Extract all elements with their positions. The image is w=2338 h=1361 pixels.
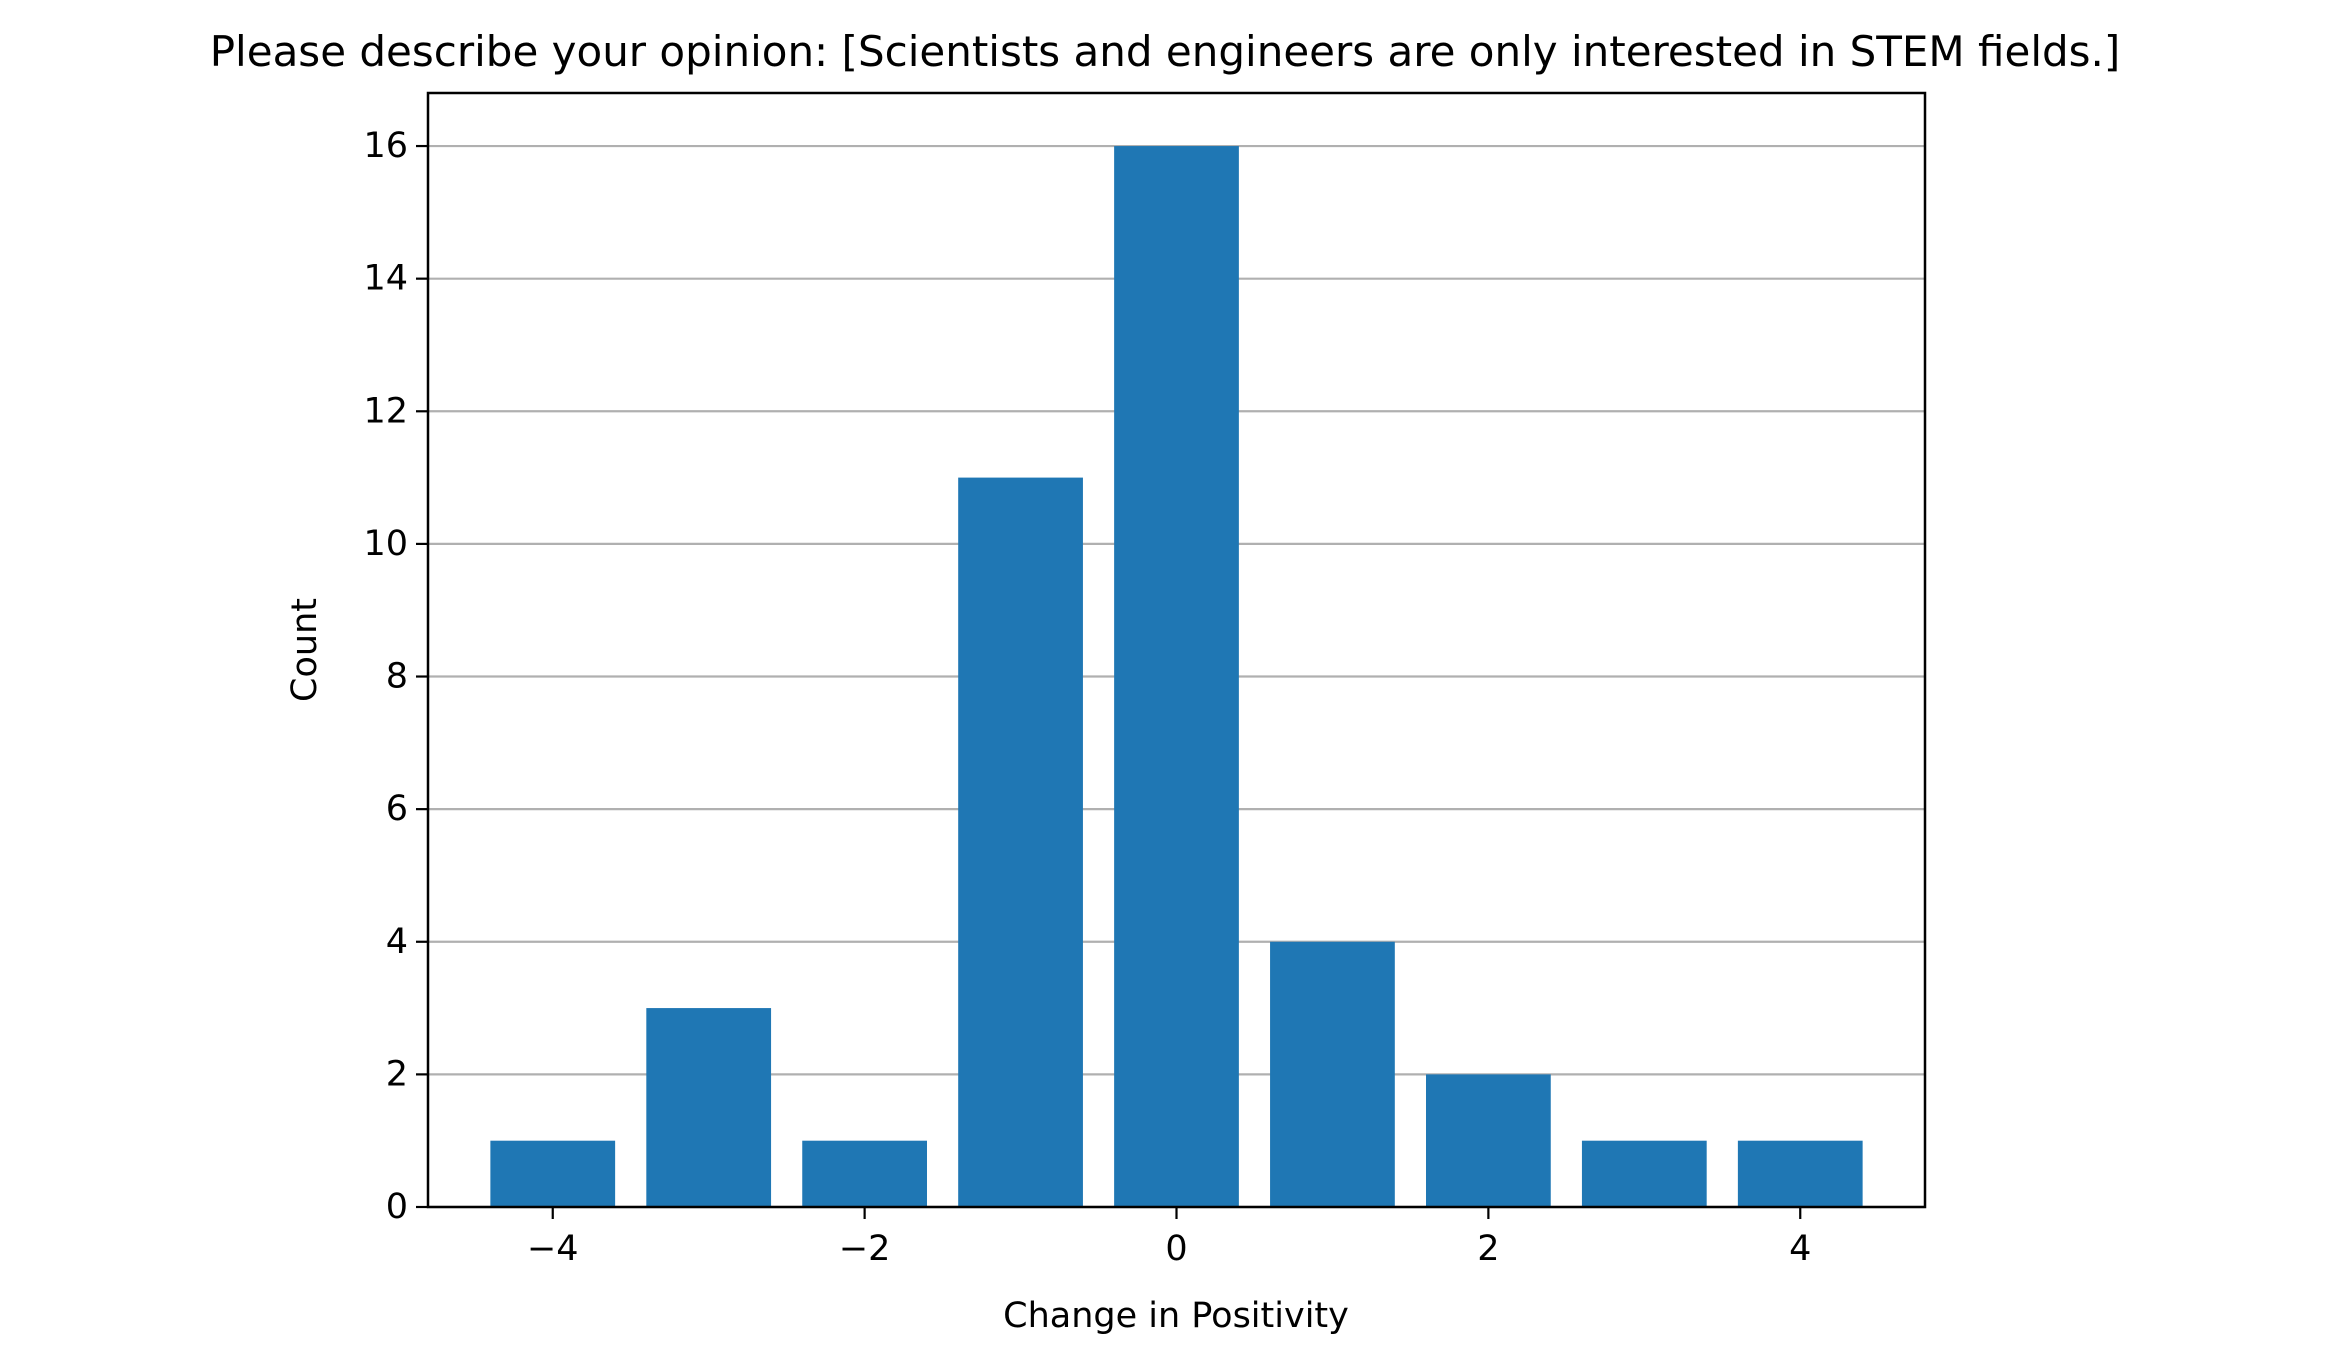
bars bbox=[490, 146, 1863, 1208]
x-axis-ticks: −4 −2 0 2 4 bbox=[527, 1207, 1811, 1269]
chart-title: Please describe your opinion: [Scientist… bbox=[210, 27, 2121, 76]
x-tick-label: 0 bbox=[1165, 1229, 1187, 1269]
x-axis-label: Change in Positivity bbox=[1003, 1296, 1349, 1336]
y-tick-label: 10 bbox=[363, 524, 408, 564]
plot-frame bbox=[426, 91, 1927, 1209]
y-tick-label: 8 bbox=[386, 657, 408, 697]
y-tick-label: 16 bbox=[363, 126, 408, 166]
y-axis-ticks: 0 2 4 6 8 10 12 14 16 bbox=[363, 126, 428, 1227]
bar bbox=[1270, 941, 1395, 1207]
y-tick-label: 0 bbox=[386, 1187, 408, 1227]
bar bbox=[958, 477, 1083, 1208]
bar bbox=[490, 1140, 616, 1207]
x-tick-label: −2 bbox=[839, 1229, 891, 1269]
x-tick-label: 2 bbox=[1477, 1229, 1499, 1269]
bar bbox=[646, 1008, 772, 1207]
y-axis-label: Count bbox=[285, 598, 325, 702]
bar bbox=[1737, 1140, 1863, 1207]
y-tick-label: 14 bbox=[363, 259, 408, 299]
bar bbox=[1426, 1074, 1551, 1207]
x-tick-label: −4 bbox=[527, 1229, 579, 1269]
x-tick-label: 4 bbox=[1789, 1229, 1811, 1269]
bar bbox=[1114, 146, 1239, 1208]
y-tick-label: 6 bbox=[386, 789, 408, 829]
bar bbox=[1581, 1140, 1707, 1207]
y-tick-label: 4 bbox=[386, 922, 408, 962]
y-tick-label: 12 bbox=[363, 391, 408, 431]
y-tick-label: 2 bbox=[386, 1054, 408, 1094]
bar bbox=[802, 1140, 927, 1207]
